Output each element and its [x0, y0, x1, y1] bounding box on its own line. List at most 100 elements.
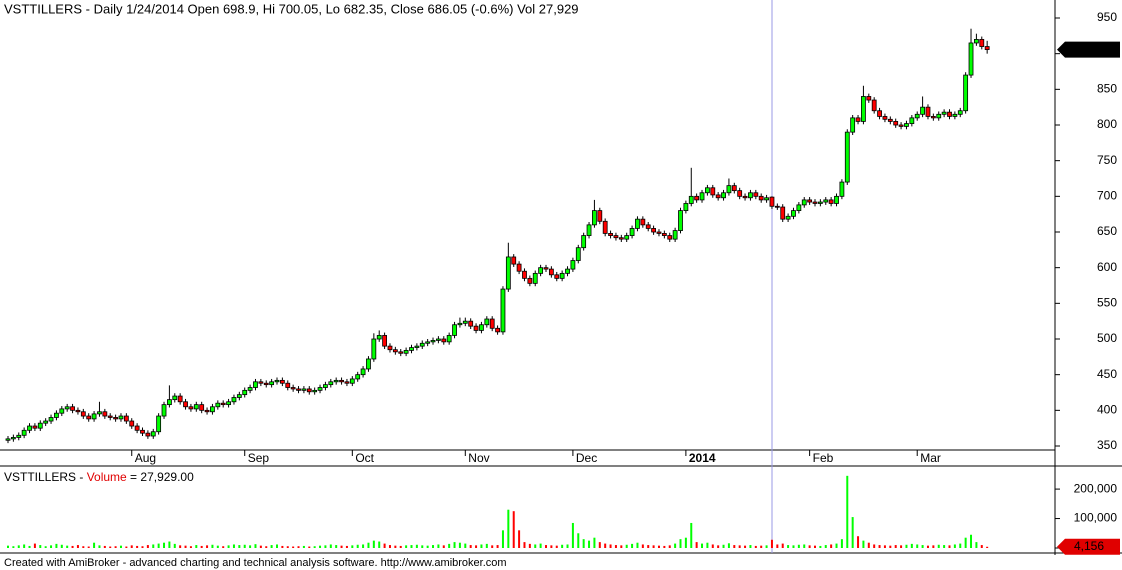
volume-bar [421, 545, 424, 548]
volume-bar [943, 545, 946, 548]
candle-body [877, 110, 882, 117]
volume-bar [265, 546, 268, 548]
candle-body [737, 190, 743, 197]
volume-bar [87, 546, 90, 548]
volume-bar [787, 545, 790, 548]
x-tick-label: Feb [813, 451, 834, 465]
candle-body [269, 381, 275, 386]
candle-body [32, 425, 38, 429]
volume-bar [388, 545, 391, 548]
candle-body [247, 387, 253, 391]
volume-bar [781, 543, 784, 548]
candle-body [430, 340, 436, 343]
volume-bar [491, 545, 494, 548]
candle-body [947, 111, 952, 117]
x-tick-label: Dec [576, 451, 597, 465]
candle-body [296, 388, 301, 391]
volume-bar [674, 543, 677, 548]
volume-bar [238, 545, 241, 548]
candle-body [909, 117, 915, 124]
candle-body [473, 325, 479, 331]
candle-body [27, 425, 32, 431]
candle-body [75, 409, 81, 413]
volume-bar [82, 546, 85, 548]
candle-body [511, 256, 517, 265]
candle-body [855, 117, 861, 122]
candle-body [844, 131, 850, 183]
volume-bar [636, 542, 639, 548]
x-tick-label: 2014 [689, 451, 716, 465]
volume-bar [76, 545, 79, 548]
candle-body [785, 215, 791, 220]
volume-bar [60, 544, 63, 548]
volume-bar [657, 545, 660, 548]
candle-body [150, 431, 156, 437]
candle-body [592, 210, 597, 226]
candle-body [452, 324, 457, 336]
volume-bar [55, 543, 58, 548]
volume-bar [523, 542, 526, 548]
volume-bar [232, 544, 235, 548]
candle-body [323, 384, 328, 388]
volume-bar [857, 536, 860, 548]
volume-title-symbol: VSTTILLERS - [4, 470, 87, 484]
volume-bar [588, 540, 591, 548]
candle-body [193, 404, 199, 410]
volume-bar [432, 545, 435, 548]
volume-bar [501, 530, 504, 548]
candle-body [409, 347, 414, 351]
candle-body [495, 327, 500, 333]
volume-bar [469, 545, 472, 548]
candle-body [559, 272, 565, 279]
candle-body [134, 425, 140, 431]
x-tick-label: Sep [248, 451, 270, 465]
candle-body [285, 382, 291, 388]
candle-body [382, 335, 388, 347]
candle-body [941, 111, 947, 115]
volume-bar [292, 546, 295, 548]
candle-body [387, 345, 393, 351]
candle-body [21, 429, 27, 436]
volume-bar [437, 544, 440, 548]
candle-body [43, 420, 49, 424]
candle-body [107, 415, 113, 418]
volume-bar [765, 545, 768, 548]
volume-bar [840, 539, 843, 548]
volume-bar [512, 511, 515, 548]
candle-body [904, 123, 909, 127]
volume-bar [103, 545, 106, 548]
volume-bar [281, 545, 284, 548]
volume-bar [362, 544, 365, 548]
volume-bar [916, 544, 919, 548]
candle-body [414, 345, 420, 348]
volume-bar [690, 522, 693, 548]
volume-bar [959, 543, 962, 548]
volume-bar [534, 544, 537, 548]
candle-body [780, 206, 786, 220]
volume-bar [867, 542, 870, 548]
volume-bar [518, 530, 521, 548]
volume-bar [141, 546, 144, 548]
candle-body [839, 181, 845, 197]
volume-bar [620, 545, 623, 548]
candle-body [721, 192, 726, 199]
volume-bar [980, 545, 983, 548]
volume-bar [335, 545, 338, 548]
candle-body [925, 106, 931, 117]
volume-bar [900, 545, 903, 548]
y-tick-label: 500 [1097, 331, 1117, 345]
candle-body [210, 406, 215, 413]
chart-title: VSTTILLERS - Daily 1/24/2014 Open 698.9,… [4, 1, 579, 16]
candle-body [694, 195, 700, 201]
candle-body [16, 434, 22, 438]
volume-bar [953, 544, 956, 548]
volume-bar [125, 546, 128, 548]
candle-body [398, 351, 404, 354]
candle-body [226, 401, 231, 406]
candle-body [914, 113, 920, 119]
y-tick-label: 650 [1097, 224, 1117, 238]
volume-bar [496, 545, 499, 548]
candle-body [753, 192, 759, 197]
volume-bar [345, 545, 348, 548]
candle-body [651, 228, 656, 233]
